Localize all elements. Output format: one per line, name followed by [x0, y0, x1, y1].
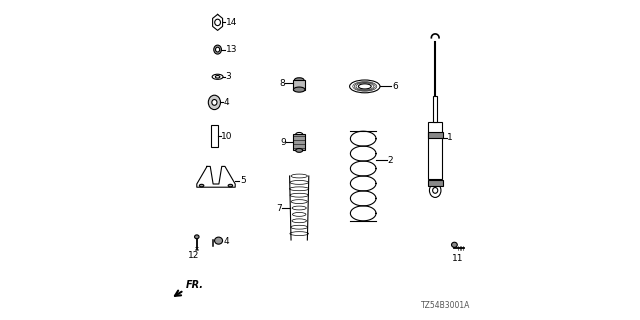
Ellipse shape — [291, 174, 307, 178]
Bar — [211, 125, 218, 147]
Bar — [293, 80, 305, 90]
Text: 6: 6 — [392, 82, 397, 91]
Text: 14: 14 — [226, 18, 237, 27]
Text: 4: 4 — [224, 98, 230, 107]
Text: 7: 7 — [276, 204, 282, 212]
Bar — [433, 96, 438, 122]
Ellipse shape — [296, 148, 303, 152]
Ellipse shape — [292, 219, 307, 223]
Text: 13: 13 — [226, 45, 237, 54]
Text: 10: 10 — [221, 132, 233, 140]
Ellipse shape — [215, 19, 220, 26]
Text: 12: 12 — [188, 251, 199, 260]
Ellipse shape — [200, 184, 204, 187]
Ellipse shape — [358, 84, 371, 89]
Bar — [428, 132, 443, 138]
Ellipse shape — [291, 225, 308, 229]
Text: 4: 4 — [224, 237, 230, 246]
Ellipse shape — [429, 183, 441, 197]
Ellipse shape — [215, 76, 220, 78]
Bar — [428, 122, 442, 179]
Bar — [293, 134, 305, 150]
Ellipse shape — [291, 200, 307, 204]
Ellipse shape — [212, 100, 217, 105]
Text: 5: 5 — [240, 176, 246, 185]
Text: 11: 11 — [452, 254, 463, 263]
Ellipse shape — [216, 47, 220, 52]
Ellipse shape — [290, 187, 308, 191]
Ellipse shape — [294, 78, 304, 82]
Bar — [428, 180, 443, 186]
Text: FR.: FR. — [186, 280, 204, 290]
Ellipse shape — [214, 45, 221, 54]
Ellipse shape — [290, 180, 308, 184]
Ellipse shape — [292, 206, 307, 210]
Ellipse shape — [433, 188, 438, 193]
Text: 1: 1 — [447, 133, 453, 142]
Polygon shape — [197, 166, 236, 187]
Polygon shape — [212, 14, 223, 30]
Ellipse shape — [293, 87, 305, 92]
Text: 9: 9 — [280, 138, 285, 147]
Ellipse shape — [292, 212, 306, 216]
Ellipse shape — [452, 242, 458, 247]
Ellipse shape — [349, 80, 380, 93]
Ellipse shape — [214, 237, 223, 244]
Ellipse shape — [228, 184, 233, 187]
Ellipse shape — [212, 74, 223, 79]
Text: 2: 2 — [387, 156, 393, 164]
Text: TZ54B3001A: TZ54B3001A — [421, 301, 470, 310]
Ellipse shape — [209, 95, 220, 109]
Ellipse shape — [195, 235, 199, 239]
Text: 3: 3 — [226, 72, 231, 81]
Ellipse shape — [296, 132, 303, 136]
Ellipse shape — [290, 193, 308, 197]
Text: 8: 8 — [279, 79, 285, 88]
Ellipse shape — [290, 232, 308, 236]
